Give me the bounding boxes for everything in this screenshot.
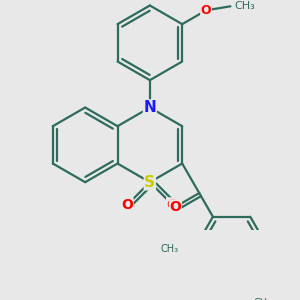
Text: O: O (121, 198, 133, 212)
Text: CH₃: CH₃ (161, 244, 179, 254)
Text: S: S (144, 175, 155, 190)
Text: N: N (143, 100, 156, 115)
Text: CH₃: CH₃ (254, 298, 272, 300)
Text: O: O (201, 4, 212, 17)
Text: O: O (167, 198, 178, 212)
Text: CH₃: CH₃ (235, 1, 255, 11)
Text: O: O (169, 200, 181, 214)
